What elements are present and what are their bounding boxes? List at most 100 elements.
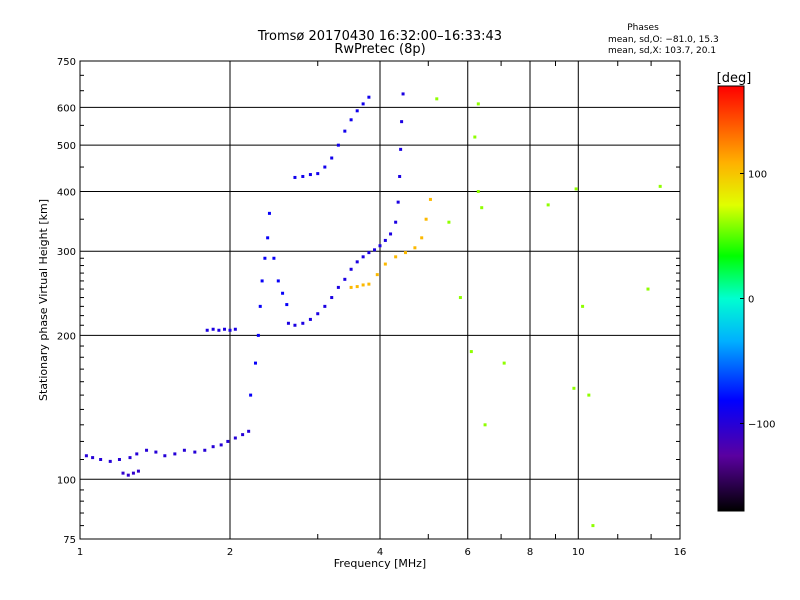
colorbar-ticks: 100 0 −100 xyxy=(740,170,775,431)
data-point xyxy=(401,92,405,96)
data-point xyxy=(276,279,280,283)
colorbar-tick-label: 0 xyxy=(748,295,754,306)
data-point xyxy=(355,260,359,264)
data-point xyxy=(373,248,377,252)
data-point xyxy=(574,187,578,191)
axis-ticks: 1 2 4 6 8 10 16 75 100 200 300 400 500 600 750 xyxy=(57,57,686,558)
data-point xyxy=(396,200,400,204)
y-tick-label: 200 xyxy=(57,331,76,342)
data-point xyxy=(131,471,135,475)
data-point xyxy=(435,97,439,101)
x-tick-label: 6 xyxy=(465,547,471,558)
data-point xyxy=(473,135,477,139)
data-point xyxy=(403,251,407,255)
data-point xyxy=(355,285,359,289)
y-axis-label: Stationary phase Virtual Height [km] xyxy=(37,199,50,401)
plot-frame xyxy=(79,60,681,540)
data-point xyxy=(367,95,371,99)
data-point xyxy=(389,232,393,236)
data-point xyxy=(253,361,257,365)
data-point xyxy=(285,303,289,307)
data-points xyxy=(84,92,662,528)
data-point xyxy=(367,282,371,286)
x-tick-label: 10 xyxy=(572,547,585,558)
data-point xyxy=(658,184,662,188)
data-point xyxy=(228,328,232,332)
data-point xyxy=(383,262,387,266)
data-point xyxy=(349,285,353,289)
y-tick-label: 750 xyxy=(57,57,76,68)
x-tick-label: 2 xyxy=(227,547,233,558)
data-point xyxy=(136,469,140,473)
data-point xyxy=(316,312,320,316)
data-point xyxy=(646,287,650,291)
data-point xyxy=(480,206,484,210)
colorbar-tick-label: −100 xyxy=(748,420,775,431)
data-point xyxy=(108,459,112,463)
data-point xyxy=(272,256,276,260)
data-point xyxy=(256,333,260,337)
data-point xyxy=(447,220,451,224)
data-point xyxy=(383,238,387,242)
data-point xyxy=(128,456,132,460)
y-tick-label: 100 xyxy=(57,475,76,486)
data-point xyxy=(400,120,404,124)
data-point xyxy=(223,327,227,331)
data-point xyxy=(587,393,591,397)
data-point xyxy=(330,296,334,300)
data-point xyxy=(249,393,253,397)
data-point xyxy=(205,328,209,332)
data-point xyxy=(308,317,312,321)
data-point xyxy=(323,165,327,169)
y-tick-label: 300 xyxy=(57,247,76,258)
data-point xyxy=(398,174,402,178)
data-point xyxy=(355,109,359,113)
data-point xyxy=(293,175,297,179)
data-point xyxy=(343,129,347,133)
data-point xyxy=(361,255,365,259)
data-point xyxy=(226,439,230,443)
data-point xyxy=(266,236,270,240)
data-point xyxy=(428,197,432,201)
y-tick-label: 75 xyxy=(63,535,76,546)
data-point xyxy=(91,456,95,460)
colorbar xyxy=(717,85,745,512)
data-point xyxy=(316,172,320,176)
data-point xyxy=(308,173,312,177)
data-point xyxy=(349,267,353,271)
data-point xyxy=(375,273,379,277)
info-heading: Phases xyxy=(627,23,659,33)
data-point xyxy=(476,102,480,106)
data-point xyxy=(483,423,487,427)
info-line-o: mean, sd,O: −81.0, 15.3 xyxy=(608,35,719,45)
data-point xyxy=(476,189,480,193)
data-point xyxy=(469,350,473,354)
data-point xyxy=(233,327,237,331)
data-point xyxy=(367,251,371,255)
data-point xyxy=(591,524,595,528)
data-point xyxy=(135,452,139,456)
data-point xyxy=(154,450,158,454)
data-point xyxy=(99,457,103,461)
data-point xyxy=(121,471,125,475)
data-point xyxy=(546,203,550,207)
x-tick-label: 4 xyxy=(377,547,383,558)
data-point xyxy=(126,473,130,477)
data-point xyxy=(241,433,245,437)
data-point xyxy=(286,321,290,325)
data-point xyxy=(182,448,186,452)
data-point xyxy=(145,448,149,452)
data-point xyxy=(394,220,398,224)
colorbar-label: [deg] xyxy=(717,71,752,86)
x-axis-label: Frequency [MHz] xyxy=(334,557,426,570)
data-point xyxy=(233,436,237,440)
data-point xyxy=(193,450,197,454)
data-point xyxy=(349,118,353,122)
data-point xyxy=(581,304,585,308)
data-point xyxy=(163,454,167,458)
data-point xyxy=(424,217,428,221)
data-point xyxy=(293,323,297,327)
x-tick-label: 1 xyxy=(77,547,83,558)
data-point xyxy=(336,143,340,147)
